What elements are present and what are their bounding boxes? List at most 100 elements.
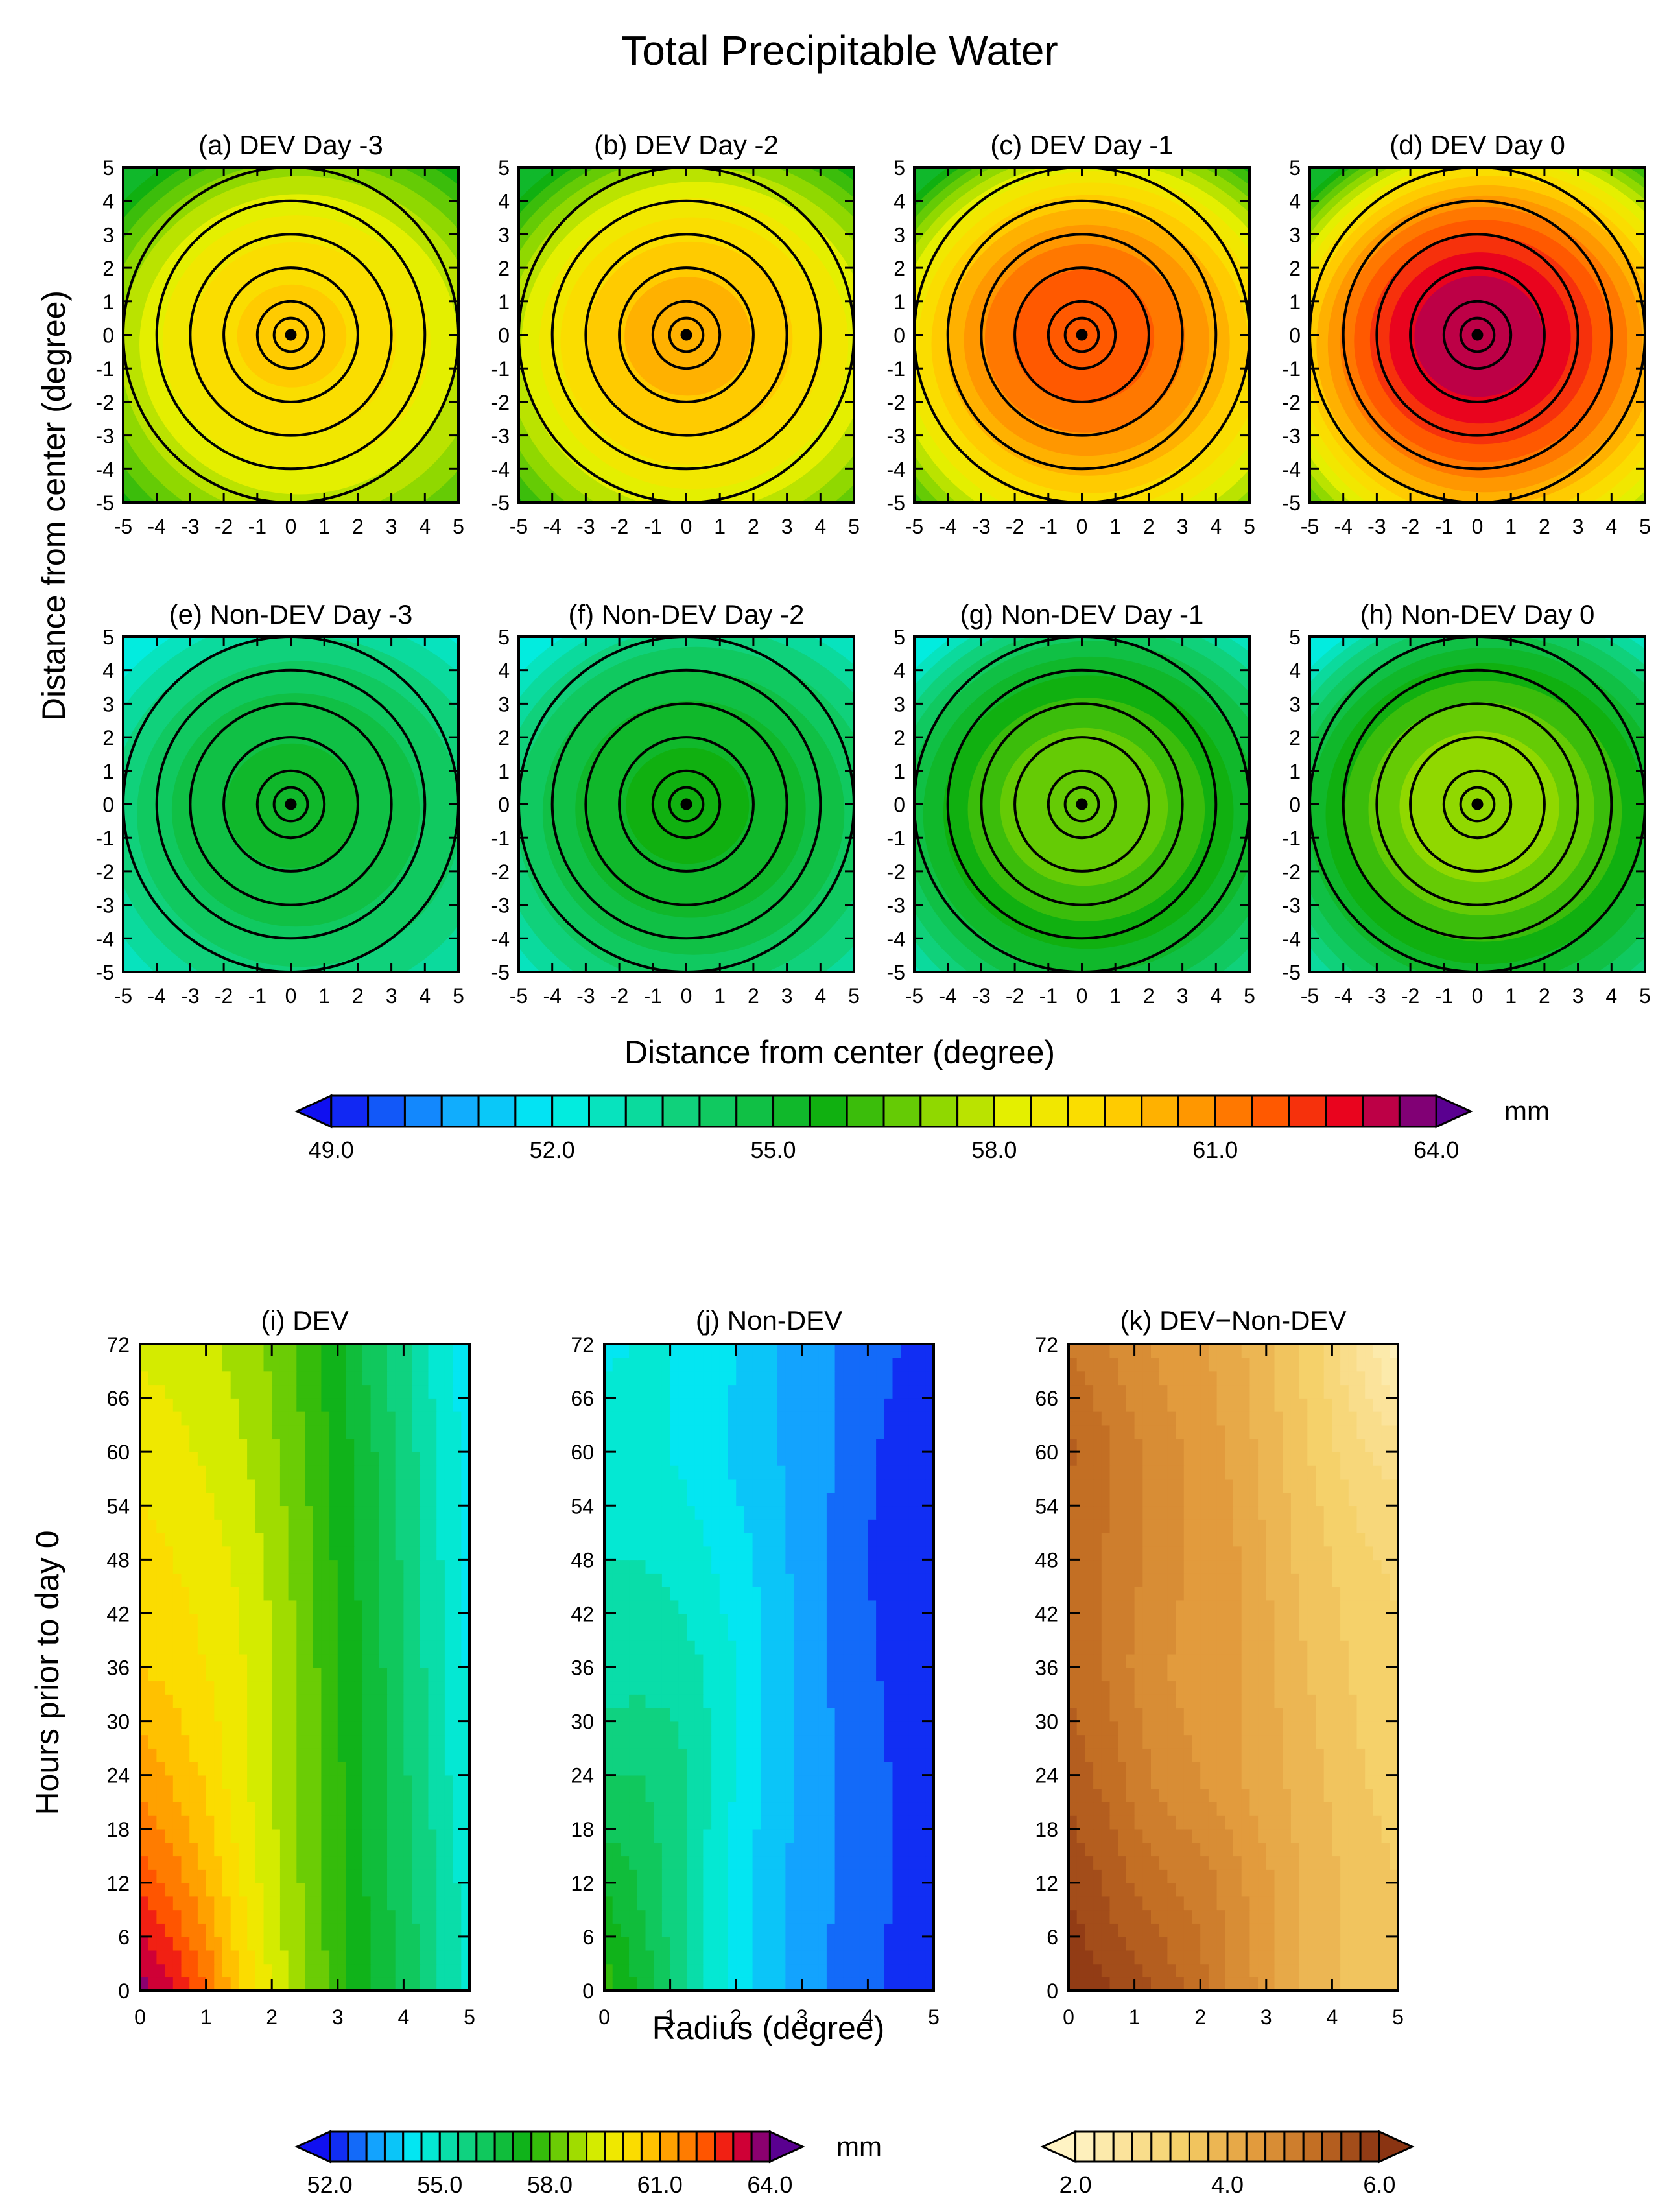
cell [197, 1384, 207, 1399]
cell [925, 1411, 934, 1426]
cell [719, 1546, 729, 1561]
cell [453, 1424, 462, 1439]
cell [703, 1681, 712, 1695]
cell [801, 1371, 811, 1386]
cell [670, 1411, 680, 1426]
cell [818, 1788, 827, 1803]
cell [769, 1815, 778, 1830]
cell [420, 1532, 429, 1547]
cell [296, 1519, 305, 1533]
cell [752, 1492, 762, 1507]
cell [901, 1694, 910, 1708]
cell [412, 1882, 421, 1897]
cell [818, 1950, 827, 1965]
cell [901, 1815, 910, 1830]
cell [329, 1909, 338, 1924]
cell [876, 1761, 885, 1776]
cell [165, 1519, 174, 1533]
cell [148, 1532, 158, 1547]
cell [1323, 1963, 1333, 1978]
cell [247, 1640, 256, 1655]
cell [172, 1842, 182, 1857]
cell [436, 1398, 445, 1412]
cell [395, 1452, 405, 1466]
cell [387, 1775, 396, 1789]
cell [444, 1559, 454, 1574]
cell [884, 1465, 893, 1480]
cell [296, 1775, 305, 1789]
cell [140, 1936, 149, 1951]
cell [843, 1694, 852, 1708]
cell [436, 1963, 445, 1978]
cell [1373, 1963, 1382, 1978]
x-tick-label: 5 [928, 2005, 940, 2029]
cell [884, 1411, 893, 1426]
cell [728, 1734, 737, 1749]
cell [305, 1761, 314, 1776]
cell [387, 1452, 396, 1466]
cell [917, 1856, 927, 1870]
cell [313, 1599, 322, 1614]
cell [1348, 1963, 1358, 1978]
cell [843, 1613, 852, 1627]
cell [222, 1856, 231, 1870]
cell [239, 1519, 248, 1533]
cell [461, 1923, 470, 1937]
cell [461, 1478, 470, 1493]
cell [453, 1371, 462, 1386]
cell [661, 1828, 671, 1843]
cell [868, 1748, 877, 1762]
cell [272, 1896, 281, 1911]
cell [156, 1465, 165, 1480]
cell [678, 1653, 687, 1668]
cell [604, 1842, 613, 1857]
cell [843, 1424, 852, 1439]
cell [761, 1505, 770, 1520]
cell [436, 1478, 445, 1493]
cell [453, 1344, 462, 1358]
cell [868, 1721, 877, 1736]
cell [719, 1721, 729, 1736]
cell [908, 1613, 918, 1627]
y-tick-label: 18 [571, 1818, 594, 1841]
cell [1126, 1977, 1135, 1991]
cell [645, 1559, 654, 1574]
cell [612, 1398, 622, 1412]
y-tick-label: 2 [102, 257, 114, 280]
cell [654, 1667, 663, 1682]
cell [453, 1761, 462, 1776]
cell [156, 1344, 165, 1358]
cell [1390, 1950, 1399, 1965]
cell [313, 1613, 322, 1627]
cell [719, 1856, 729, 1870]
cell [197, 1505, 207, 1520]
cell [197, 1667, 207, 1682]
cell [165, 1694, 174, 1708]
cell [255, 1963, 265, 1978]
cell [1266, 1963, 1275, 1978]
cell [379, 1923, 388, 1937]
cell [736, 1599, 745, 1614]
cell [892, 1788, 901, 1803]
cell [917, 1411, 927, 1426]
cell [843, 1936, 852, 1951]
cell [703, 1640, 712, 1655]
cell [818, 1384, 827, 1399]
cell [661, 1653, 671, 1668]
cell [678, 1775, 687, 1789]
cell [703, 1599, 712, 1614]
cell [362, 1519, 372, 1533]
cell [247, 1532, 256, 1547]
cell [453, 1869, 462, 1883]
cell [1241, 1896, 1251, 1911]
cell [728, 1478, 737, 1493]
cell [859, 1519, 869, 1533]
cell [156, 1788, 165, 1803]
cell [305, 1896, 314, 1911]
cell [925, 1532, 934, 1547]
cell [777, 1936, 787, 1951]
cell [354, 1869, 363, 1883]
cell [645, 1492, 654, 1507]
cell [1340, 1909, 1349, 1924]
cell [785, 1694, 794, 1708]
